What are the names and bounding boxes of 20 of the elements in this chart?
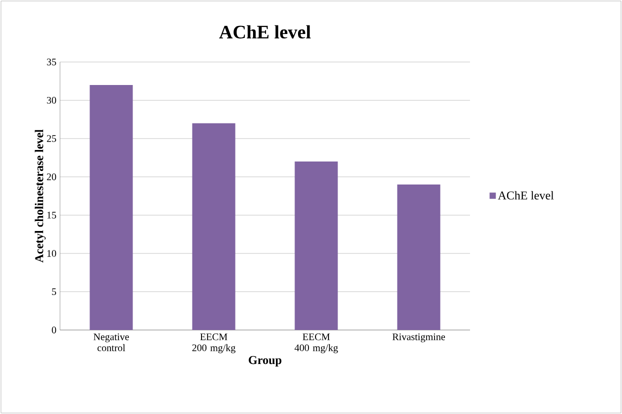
y-tick-label: 10 [47,250,56,257]
y-tick-label: 0 [52,326,56,334]
x-tick-label: Rivastigmine [392,334,445,342]
y-tick-label: 20 [46,173,56,180]
chart-title: AChE level [219,25,311,38]
x-axis-title: Group [248,356,282,367]
legend-label: AChE level [498,191,554,200]
y-tick-label: 25 [46,135,56,142]
bar [90,84,133,330]
y-tick-label: 5 [52,288,56,296]
x-tick-label: EECM 400 mg/kg [294,334,338,354]
bar [192,123,236,330]
x-tick-label: EECM 200 mg/kg [192,334,236,354]
y-tick-label: 30 [47,96,56,104]
y-tick-label: 15 [47,212,56,218]
y-axis-title: Acetyl cholinesterase level [34,129,46,263]
y-tick-label: 35 [47,58,56,66]
x-tick-label: Negative control [94,334,129,352]
bar [294,162,338,330]
bar [397,184,440,330]
